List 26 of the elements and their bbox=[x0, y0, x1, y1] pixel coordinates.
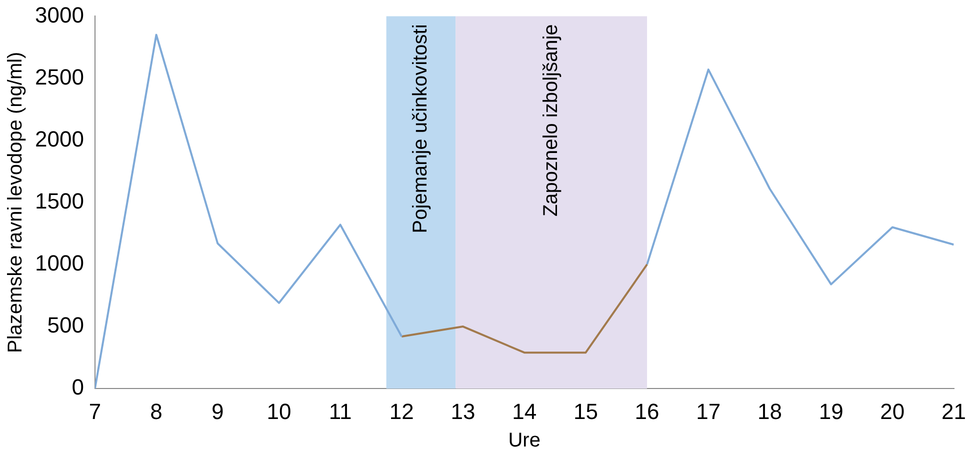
x-tick-label: 7 bbox=[88, 398, 102, 424]
y-tick-label: 2000 bbox=[34, 126, 84, 152]
y-tick-label: 2500 bbox=[34, 64, 84, 90]
y-tick-label: 1000 bbox=[34, 250, 84, 276]
band-label: Zapoznelo izboljšanje bbox=[540, 24, 562, 217]
band-label: Pojemanje učinkovitosti bbox=[410, 24, 432, 234]
x-tick-label: 15 bbox=[573, 398, 598, 424]
x-tick-label: 20 bbox=[880, 398, 905, 424]
x-axis-title: Ure bbox=[508, 430, 540, 452]
x-tick-label: 11 bbox=[328, 398, 352, 424]
x-tick-label: 8 bbox=[150, 398, 162, 424]
x-tick-label: 16 bbox=[634, 398, 660, 424]
x-tick-label: 14 bbox=[512, 398, 537, 424]
y-tick-label: 3000 bbox=[34, 2, 84, 28]
y-tick-label: 0 bbox=[72, 374, 84, 400]
x-tick-label: 19 bbox=[818, 398, 844, 424]
x-tick-label: 9 bbox=[212, 398, 224, 424]
y-tick-label: 1500 bbox=[34, 188, 84, 214]
x-tick-label: 21 bbox=[942, 398, 966, 424]
x-tick-label: 18 bbox=[757, 398, 782, 424]
y-tick-label: 500 bbox=[47, 312, 84, 338]
y-axis-title: Plazemske ravni levodope (ng/ml) bbox=[4, 52, 27, 354]
x-tick-label: 12 bbox=[389, 398, 414, 424]
x-tick-label: 13 bbox=[450, 398, 476, 424]
x-tick-label: 10 bbox=[266, 398, 292, 424]
x-tick-label: 17 bbox=[696, 398, 721, 424]
